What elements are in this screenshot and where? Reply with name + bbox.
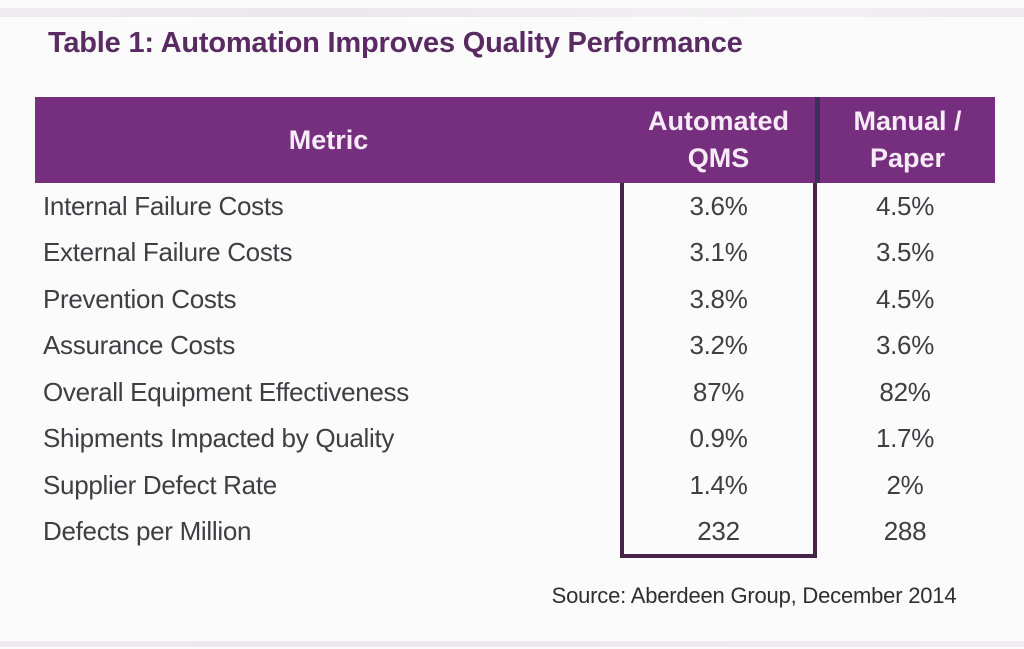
automated-qms-cell: 87%	[692, 376, 745, 407]
scan-artifact-top	[0, 8, 1024, 17]
scan-artifact-bottom	[0, 641, 1024, 647]
automated-qms-cell: 3.8%	[689, 283, 748, 314]
automated-qms-cell: 232	[697, 516, 740, 547]
column-header-automated-line1: Automated	[648, 106, 789, 136]
manual-paper-cell: 2%	[886, 469, 924, 500]
automated-qms-cell: 3.2%	[689, 330, 748, 361]
metric-cell: Prevention Costs	[43, 283, 237, 314]
table-row: Supplier Defect Rate 1.4% 2%	[35, 462, 995, 509]
metric-cell: External Failure Costs	[43, 237, 293, 268]
column-header-automated-line2: QMS	[687, 143, 750, 173]
metric-cell: Assurance Costs	[43, 330, 236, 361]
metric-cell: Supplier Defect Rate	[43, 469, 277, 500]
table-header-row: Metric Automated QMS Manual / Paper	[35, 97, 995, 183]
column-header-manual-line2: Paper	[869, 143, 946, 173]
table-row: Defects per Million 232 288	[35, 509, 995, 556]
manual-paper-cell: 4.5%	[875, 190, 935, 221]
column-header-metric: Metric	[35, 97, 622, 183]
table-row: Assurance Costs 3.2% 3.6%	[35, 323, 995, 370]
table-body: Internal Failure Costs 3.6% 4.5% Externa…	[35, 183, 995, 558]
metric-cell: Defects per Million	[43, 516, 252, 547]
automated-qms-cell: 3.1%	[689, 237, 748, 268]
manual-paper-cell: 1.7%	[875, 423, 935, 454]
metric-cell: Overall Equipment Effectiveness	[43, 376, 409, 407]
column-header-automated-qms: Automated QMS	[622, 97, 815, 183]
table-row: Shipments Impacted by Quality 0.9% 1.7%	[35, 416, 995, 463]
manual-paper-cell: 288	[883, 516, 927, 547]
column-header-manual-line1: Manual /	[853, 106, 962, 136]
metric-cell: Shipments Impacted by Quality	[43, 423, 395, 454]
table-row: Prevention Costs 3.8% 4.5%	[35, 276, 995, 323]
automated-qms-cell: 1.4%	[689, 469, 748, 500]
table-row: Internal Failure Costs 3.6% 4.5%	[35, 183, 995, 230]
table-title: Table 1: Automation Improves Quality Per…	[48, 27, 743, 59]
table-row: External Failure Costs 3.1% 3.5%	[35, 230, 995, 277]
quality-performance-table: Metric Automated QMS Manual / Paper Inte…	[35, 97, 995, 558]
automated-qms-cell: 3.6%	[689, 190, 748, 221]
manual-paper-cell: 4.5%	[875, 283, 935, 314]
manual-paper-cell: 3.6%	[875, 330, 935, 361]
automated-qms-cell: 0.9%	[689, 423, 748, 454]
manual-paper-cell: 82%	[879, 376, 931, 407]
manual-paper-cell: 3.5%	[875, 237, 935, 268]
table-row: Overall Equipment Effectiveness 87% 82%	[35, 369, 995, 416]
source-caption: Source: Aberdeen Group, December 2014	[551, 583, 957, 608]
column-header-manual-paper: Manual / Paper	[815, 97, 995, 183]
metric-cell: Internal Failure Costs	[43, 190, 284, 221]
column-header-metric-label: Metric	[288, 124, 369, 155]
